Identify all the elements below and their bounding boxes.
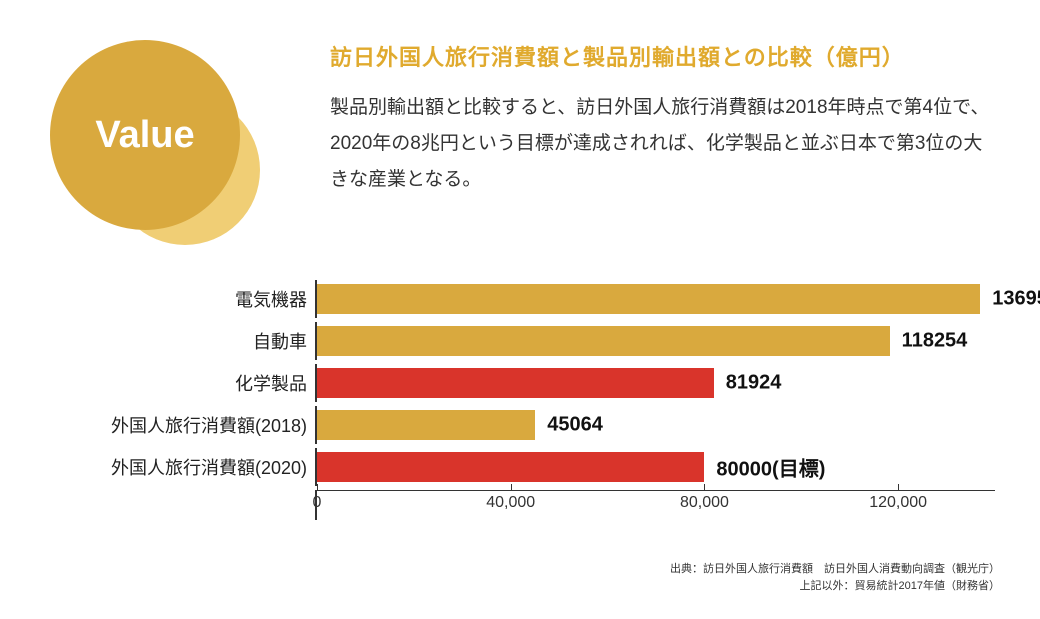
bar-value-label: 81924 (714, 372, 782, 395)
axis-tick-label: 80,000 (680, 494, 729, 512)
chart-title: 訪日外国人旅行消費額と製品別輸出額との比較（億円） (330, 40, 1000, 72)
row-plot: 45064 (315, 406, 995, 444)
source-line-1: 出典：訪日外国人旅行消費額 訪日外国人消費動向調査（観光庁） (670, 561, 1000, 578)
bar-value-label: 136953 (980, 288, 1040, 311)
axis-tick-label: 40,000 (486, 494, 535, 512)
chart-row: 化学製品 81924 (95, 364, 995, 402)
row-plot: 81924 (315, 364, 995, 402)
badge-circle-front: Value (50, 40, 240, 230)
row-label: 自動車 (95, 328, 315, 354)
axis-tick-label: 120,000 (869, 494, 927, 512)
bar-value-label: 45064 (535, 414, 603, 437)
axis-spacer (95, 490, 315, 520)
bar-value-label: 80000(目標) (704, 453, 825, 482)
header: Value 訪日外国人旅行消費額と製品別輸出額との比較（億円） 製品別輸出額と比… (0, 0, 1040, 250)
source-line-2: 上記以外：貿易統計2017年値（財務省） (670, 578, 1000, 595)
bar-value-label: 118254 (890, 330, 968, 353)
x-axis: 0 40,000 80,000 120,000 (95, 490, 995, 520)
row-plot: 136953 (315, 280, 995, 318)
row-plot: 118254 (315, 322, 995, 360)
bar (317, 452, 704, 482)
row-label: 外国人旅行消費額(2018) (95, 412, 315, 438)
bar (317, 410, 535, 440)
value-badge: Value (30, 40, 260, 250)
description-text: 製品別輸出額と比較すると、訪日外国人旅行消費額は2018年時点で第4位で、202… (330, 90, 1000, 198)
source-citation: 出典：訪日外国人旅行消費額 訪日外国人消費動向調査（観光庁） 上記以外：貿易統計… (670, 561, 1000, 594)
x-axis-line (315, 490, 995, 491)
bar (317, 368, 714, 398)
badge-label: Value (95, 114, 194, 157)
title-block: 訪日外国人旅行消費額と製品別輸出額との比較（億円） 製品別輸出額と比較すると、訪… (260, 40, 1000, 198)
row-label: 電気機器 (95, 286, 315, 312)
bar (317, 326, 890, 356)
row-label: 外国人旅行消費額(2020) (95, 454, 315, 480)
axis-plot: 0 40,000 80,000 120,000 (315, 490, 995, 520)
chart-row: 外国人旅行消費額(2020) 80000(目標) (95, 448, 995, 486)
chart-row: 電気機器136953 (95, 280, 995, 318)
bar-chart: 電気機器136953自動車118254化学製品81924外国人旅行消費額(201… (95, 280, 995, 520)
chart-row: 自動車 118254 (95, 322, 995, 360)
row-plot: 80000(目標) (315, 448, 995, 486)
axis-tick-label: 0 (313, 494, 322, 512)
chart-row: 外国人旅行消費額(2018) 45064 (95, 406, 995, 444)
bar (317, 284, 980, 314)
row-label: 化学製品 (95, 370, 315, 396)
